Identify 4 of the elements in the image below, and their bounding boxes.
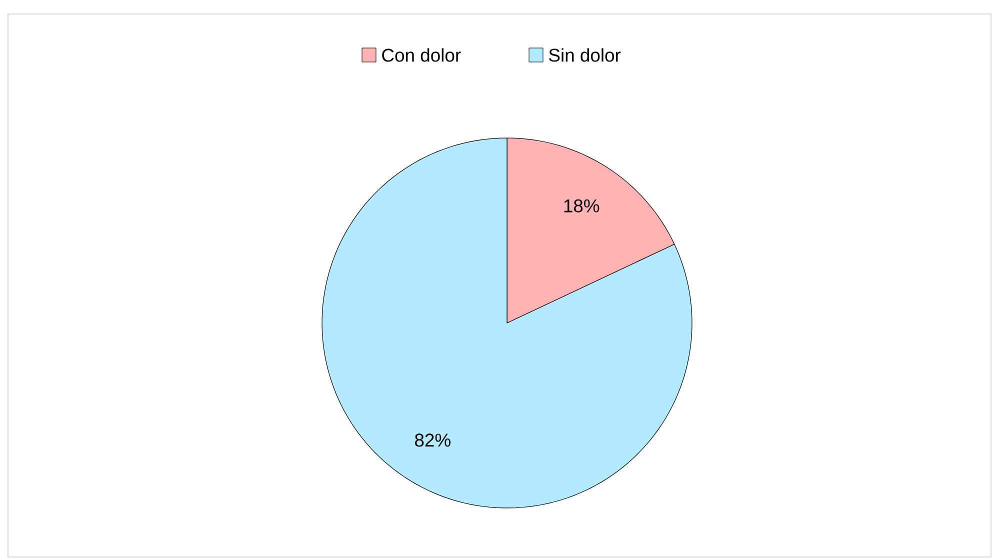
legend-label: Sin dolor <box>549 48 621 62</box>
data-label: 18% <box>564 199 600 212</box>
data-label: 82% <box>415 434 450 447</box>
legend-label: Con dolor <box>382 48 461 62</box>
